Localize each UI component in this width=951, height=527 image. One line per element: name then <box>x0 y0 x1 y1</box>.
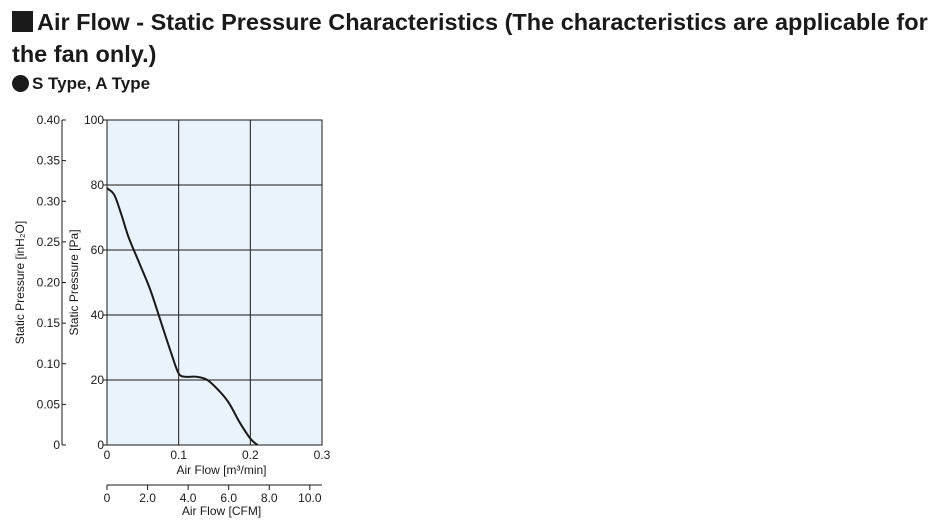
airflow-m3-axis: 0 0.1 0.2 0.3 <box>104 448 331 462</box>
m3-tick-label: 0.1 <box>170 448 187 462</box>
cfm-tick-label: 6.0 <box>220 491 237 505</box>
pa-tick-label: 100 <box>84 113 104 127</box>
inh2o-tick-label: 0.20 <box>37 276 61 290</box>
inh2o-tick-label: 0.05 <box>37 397 61 411</box>
plot-area <box>106 119 323 446</box>
secondary-y-axis-label: Static Pressure [inH₂O] <box>13 221 27 344</box>
chart-subheading-text: S Type, A Type <box>32 74 151 93</box>
inh2o-tick-label: 0.30 <box>37 194 61 208</box>
x-axis-label: Air Flow [m³/min] <box>177 463 267 477</box>
pa-tick-label: 0 <box>97 438 104 452</box>
pa-tick-label: 60 <box>91 243 105 257</box>
m3-tick-label: 0 <box>104 448 111 462</box>
pa-tick-label: 20 <box>91 373 105 387</box>
pa-tick-label: 80 <box>91 178 105 192</box>
chart-subheading: S Type, A Type <box>12 73 150 95</box>
cfm-tick-label: 4.0 <box>180 491 197 505</box>
cfm-tick-label: 2.0 <box>139 491 156 505</box>
cfm-tick-label: 8.0 <box>261 491 278 505</box>
inh2o-tick-label: 0.10 <box>37 357 61 371</box>
chart-heading: Air Flow - Static Pressure Characteristi… <box>12 6 937 70</box>
pressure-pa-axis: 0 20 40 60 80 100 <box>84 113 107 452</box>
grid-lines <box>106 119 323 446</box>
pressure-inh2o-axis: 0 0.05 0.10 0.15 0.20 0.25 0.30 0.35 0.40 <box>37 113 66 452</box>
cfm-tick-label: 10.0 <box>298 491 322 505</box>
m3-tick-label: 0.3 <box>314 448 331 462</box>
inh2o-tick-label: 0.25 <box>37 235 61 249</box>
cfm-tick-label: 0 <box>104 491 111 505</box>
inh2o-tick-label: 0.35 <box>37 154 61 168</box>
chart-heading-text: Air Flow - Static Pressure Characteristi… <box>12 9 928 67</box>
round-bullet-icon <box>12 75 29 92</box>
inh2o-tick-label: 0 <box>53 438 60 452</box>
square-bullet-icon <box>12 11 33 32</box>
airflow-cfm-axis: 0 2.0 4.0 6.0 8.0 10.0 <box>104 484 322 505</box>
inh2o-tick-label: 0.15 <box>37 316 61 330</box>
inh2o-tick-label: 0.40 <box>37 113 61 127</box>
series-line <box>106 187 259 446</box>
pa-tick-label: 40 <box>91 308 105 322</box>
secondary-x-axis-label: Air Flow [CFM] <box>182 504 261 518</box>
y-axis-label: Static Pressure [Pa] <box>67 229 81 335</box>
m3-tick-label: 0.2 <box>242 448 259 462</box>
